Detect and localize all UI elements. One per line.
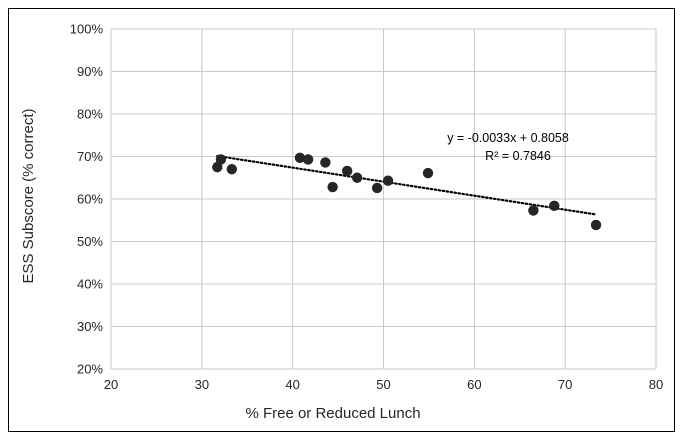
y-tick-label: 100% xyxy=(70,22,104,37)
data-point xyxy=(351,172,363,183)
data-point xyxy=(422,167,434,179)
y-tick-label: 90% xyxy=(77,64,103,79)
trendline-equation: y = -0.0033x + 0.8058 xyxy=(447,131,569,145)
data-point xyxy=(226,164,238,175)
data-point xyxy=(320,157,331,168)
y-tick-label: 20% xyxy=(77,362,103,377)
x-tick-label: 60 xyxy=(467,377,481,392)
x-tick-label: 40 xyxy=(285,377,299,392)
y-axis-label: ESS Subscore (% correct) xyxy=(20,108,37,283)
x-tick-label: 30 xyxy=(195,377,209,392)
data-point xyxy=(590,219,602,231)
data-points xyxy=(212,152,602,231)
trendline xyxy=(216,154,598,216)
scatter-chart: 20 30 40 50 60 70 80 20% 30% 40% 50% 60% 70% 80% 90% 1… xyxy=(20,22,663,423)
y-tick-label: 80% xyxy=(77,107,103,122)
x-tick-label: 70 xyxy=(558,377,572,392)
y-tick-label: 40% xyxy=(77,277,103,292)
x-axis-ticks: 20 30 40 50 60 70 80 xyxy=(104,377,663,392)
data-point xyxy=(215,154,227,165)
data-point xyxy=(549,200,560,211)
y-tick-label: 50% xyxy=(77,234,103,249)
y-tick-label: 30% xyxy=(77,319,103,334)
y-tick-label: 70% xyxy=(77,149,103,164)
data-point xyxy=(294,152,306,163)
data-point xyxy=(371,182,383,194)
chart-frame: 20 30 40 50 60 70 80 20% 30% 40% 50% 60% 70% 80% 90% 1… xyxy=(8,8,675,432)
x-axis-label: % Free or Reduced Lunch xyxy=(245,405,420,422)
data-point xyxy=(382,175,394,186)
x-tick-label: 20 xyxy=(104,377,118,392)
data-point xyxy=(327,181,338,193)
trendline-r-squared: R² = 0.7846 xyxy=(485,149,551,163)
trendline-group xyxy=(216,154,598,216)
gridlines xyxy=(110,28,657,370)
x-tick-label: 50 xyxy=(376,377,390,392)
x-tick-label: 80 xyxy=(649,377,663,392)
y-axis-ticks: 20% 30% 40% 50% 60% 70% 80% 90% 100% xyxy=(70,22,104,377)
y-tick-label: 60% xyxy=(77,192,103,207)
data-point xyxy=(528,205,539,216)
data-point xyxy=(302,154,314,165)
data-point xyxy=(341,165,353,177)
